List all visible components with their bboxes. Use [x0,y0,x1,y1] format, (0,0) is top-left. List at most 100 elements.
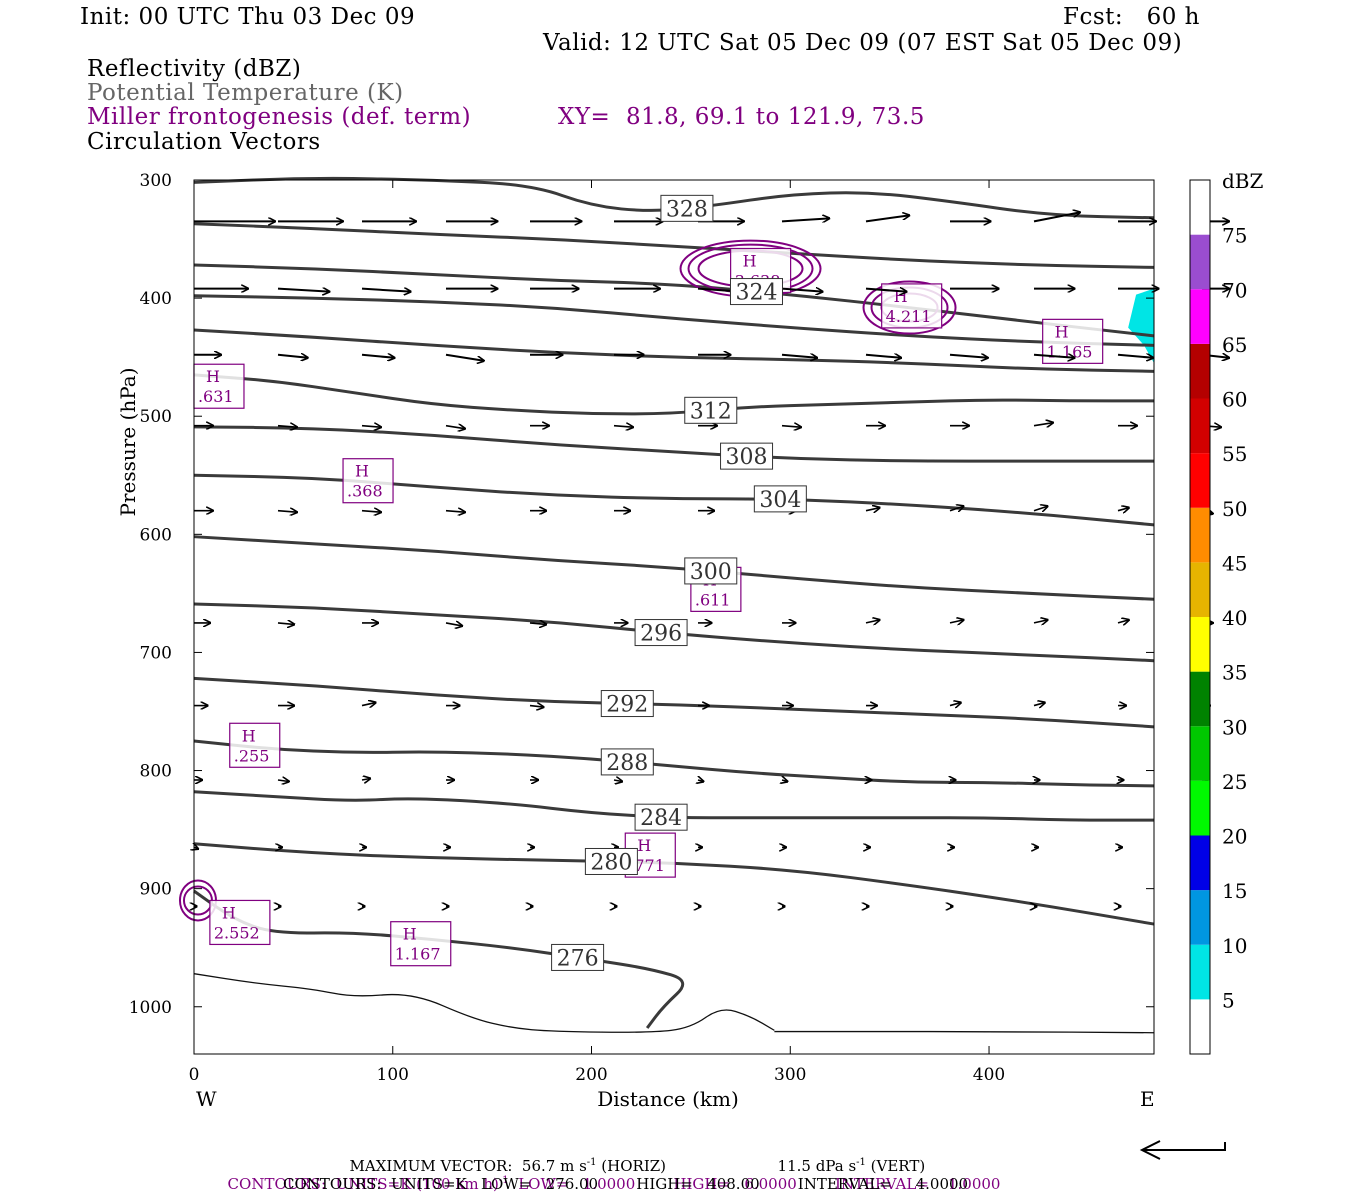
header-fcst: Fcst: 60 h [1063,4,1200,30]
header-valid: Valid: 12 UTC Sat 05 Dec 09 (07 EST Sat … [543,30,1183,56]
colorbar-swatch [1190,453,1210,508]
y-tick-label: 500 [140,407,172,427]
colorbar-level-label: 25 [1222,770,1247,794]
colorbar-swatch [1190,999,1210,1054]
reference-vector [1139,1140,1226,1160]
circulation-vector [1117,620,1129,623]
circulation-vector [949,620,964,623]
field-theta: Potential Temperature (K) [87,80,404,106]
theta-label: 284 [640,806,682,831]
frontogenesis-high-marker: H [222,903,236,922]
colorbar-swatch [1190,890,1210,945]
frontogenesis-value: .255 [234,746,270,765]
theta-contour-line [193,676,1155,729]
circulation-vector [781,289,823,292]
y-tick-label: 400 [140,289,172,309]
frontogenesis-value: 1.165 [1047,342,1093,361]
footer-vert-text: 11.5 dPa s [777,1157,857,1175]
theta-label: 300 [690,560,732,585]
circulation-vector [781,355,817,358]
footer-vert: 11.5 dPa s-1 (VERT) [768,1139,926,1175]
colorbar-level-label: 70 [1222,278,1247,302]
circulation-vector [865,289,907,292]
frontogenesis-high-marker: H [743,251,757,270]
theta-label: 312 [690,399,732,424]
colorbar-swatch [1190,835,1210,891]
circulation-vector [361,778,370,780]
circulation-vector [1033,423,1053,426]
footer-horiz: (HORIZ) [596,1157,667,1175]
circulation-vector [1033,620,1048,623]
circulation-vector [781,218,829,221]
footer-contours1-tail: LOW= 1.0000 HIGH= 6.0000 INTERVAL= 1.000… [508,1175,1001,1193]
theta-contour-line [193,222,1155,269]
theta-contour-line [193,294,1155,347]
theta-contour-line [193,176,1155,220]
circulation-vector [529,623,546,625]
colorbar-swatch [1190,507,1210,563]
frontogenesis-label-box [390,921,452,967]
theta-label: 308 [726,445,768,470]
theta-label-box [600,690,654,718]
theta-label-box [660,194,714,222]
circulation-vector [277,426,297,428]
colorbar-swatch [1190,617,1210,672]
circulation-vector [1033,506,1048,511]
footer-max-vector-text: MAXIMUM VECTOR: 56.7 m s [349,1157,587,1175]
circulation-vector [782,780,787,782]
field-miller: Miller frontogenesis (def. term) [87,104,472,130]
circulation-vector [194,847,198,849]
theta-contour-line [193,328,1155,373]
x-tick-label: 300 [774,1065,806,1085]
colorbar-swatch [1190,944,1210,1000]
reflectivity-shading [1128,288,1154,364]
theta-contour-line [193,535,1155,601]
circulation-vector [613,780,622,782]
field-xy: XY= 81.8, 69.1 to 121.9, 73.5 [558,104,925,130]
x-east-label: E [1140,1087,1155,1111]
y-tick-label: 700 [140,643,172,663]
theta-label-box [634,619,688,647]
circulation-vector [1033,703,1045,706]
frontogenesis-value: 1.167 [395,945,441,964]
circulation-vector [865,215,909,223]
frontogenesis-high-marker: H [403,925,417,944]
circulation-vector [361,289,411,292]
colorbar-swatch [1190,726,1210,781]
reflectivity-patch [1128,288,1154,364]
circulation-vector [361,511,381,513]
y-tick-label: 900 [140,880,172,900]
theta-contour-line [193,790,1154,822]
circulation-vector [949,506,964,511]
footer-contours1-exp: -1 [498,1175,509,1186]
theta-label-box [729,278,783,306]
colorbar-swatch [1190,780,1210,836]
x-tick-label: 400 [973,1065,1005,1085]
colorbar-level-label: 10 [1222,934,1247,958]
colorbar-level-label: 40 [1222,606,1247,630]
circulation-vector [949,355,988,358]
colorbar-frame [1189,179,1211,1055]
circulation-vector [865,620,880,623]
circulation-vector [698,780,703,782]
frontogenesis-high-marker: H [894,287,908,306]
circulation-vector [1117,355,1153,358]
circulation-vector [445,426,465,429]
theta-contour-line [193,973,775,1033]
reference-vector-arrow [1142,1142,1226,1151]
frontogenesis-label-box [229,722,281,768]
frontogenesis-high-marker: H [206,367,220,386]
circulation-vector [445,353,484,361]
circulation-vector [865,508,880,511]
theta-label-box [720,442,774,470]
theta-label: 280 [590,850,632,875]
circulation-vector [361,355,394,358]
frontogenesis-high-marker: H [242,726,256,745]
frontogenesis-value: .771 [629,856,665,875]
circulation-vector [445,623,462,626]
theta-label-box [600,748,654,776]
y-tick-label: 1000 [129,998,172,1018]
theta-contour-line [193,263,1155,338]
footer-contours-frontogenesis: CONTOURS: UNITS=K (100 km h)-1 LOW= 1.00… [218,1157,1001,1193]
frontogenesis-high-marker: H [637,836,651,855]
